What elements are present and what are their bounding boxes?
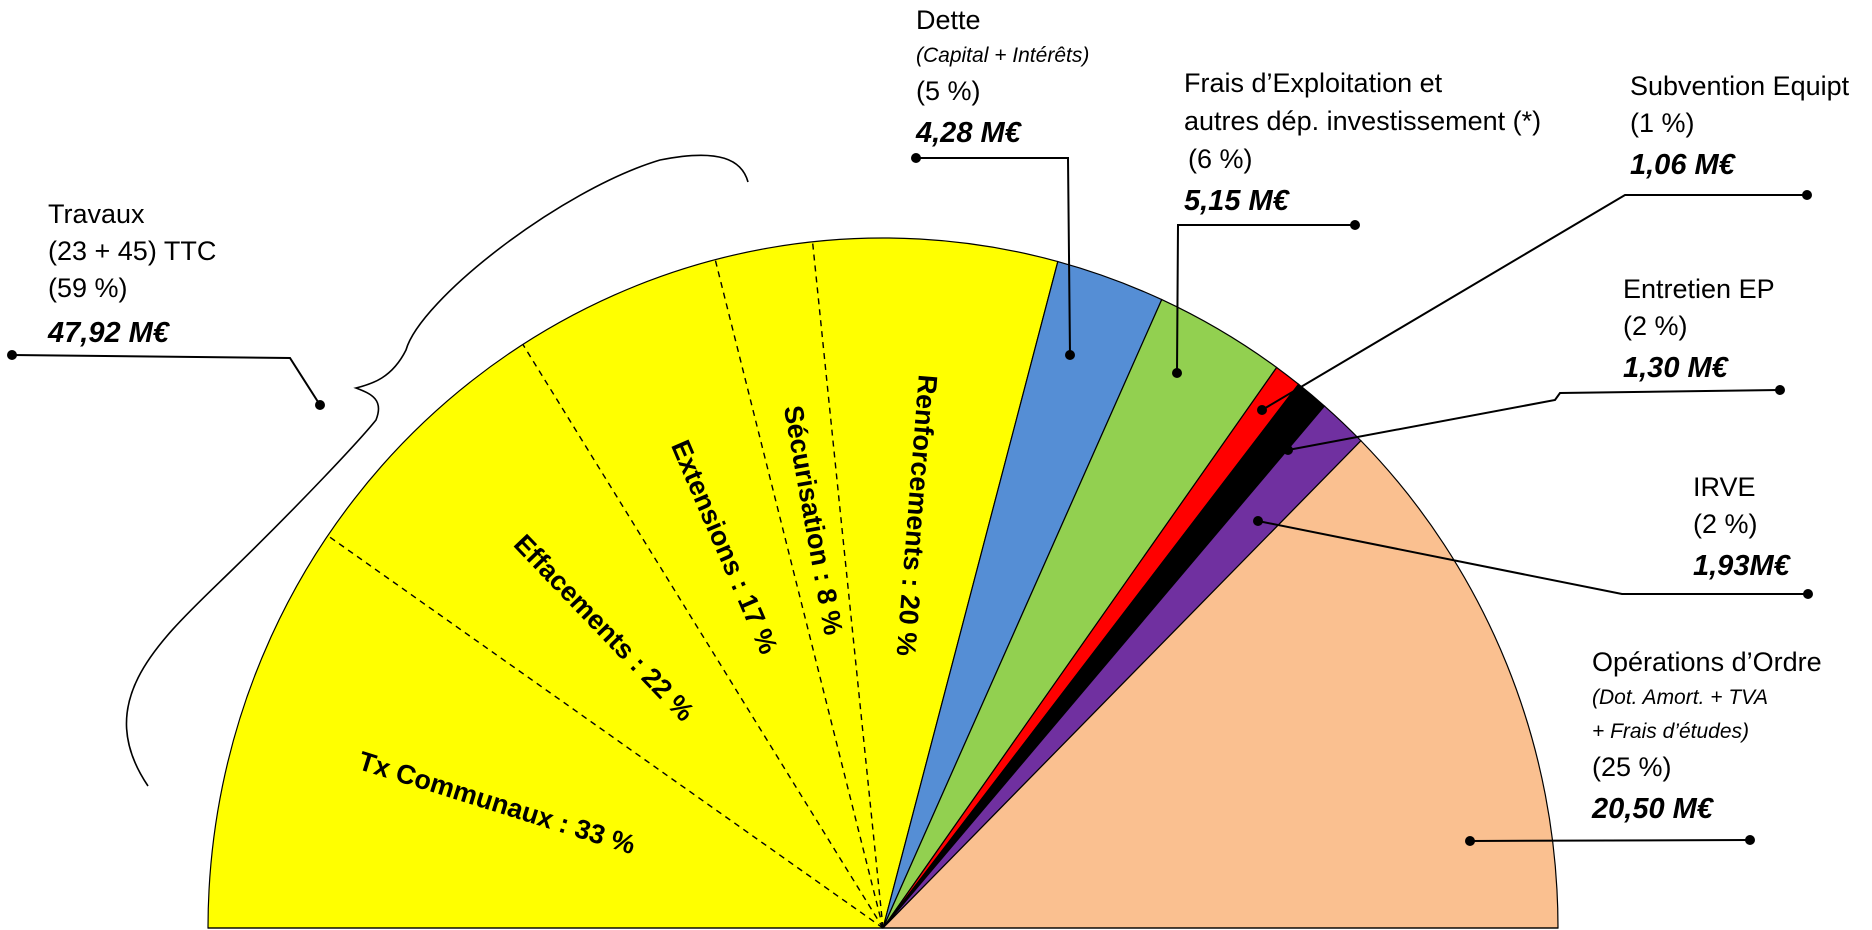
label-entretien: Entretien EP (2 %) 1,30 M€ <box>1623 274 1775 384</box>
dette-value: 4,28 M€ <box>915 117 1023 149</box>
slice-ordre <box>881 439 1559 929</box>
leader-dot-irve <box>1803 589 1813 599</box>
leader-dette <box>916 157 1071 356</box>
leader-dot-ordre <box>1745 835 1755 845</box>
subvention-line-1: Subvention Equipt <box>1630 71 1850 101</box>
leader-travaux <box>11 354 321 406</box>
leader-irve <box>1257 520 1808 595</box>
label-ordre: Opérations d’Ordre (Dot. Amort. + TVA + … <box>1591 647 1822 825</box>
dette-line-2: (5 %) <box>916 76 981 106</box>
leader-dot-subvention <box>1257 405 1267 415</box>
subvention-line-2: (1 %) <box>1630 108 1695 138</box>
entretien-value: 1,30 M€ <box>1623 352 1730 384</box>
leader-ordre <box>1469 839 1751 842</box>
sub-divider <box>811 241 884 929</box>
ordre-line-2: (25 %) <box>1592 752 1672 782</box>
sub-slice-dividers <box>327 241 884 929</box>
leader-dot-subvention <box>1802 190 1812 200</box>
frais-value: 5,15 M€ <box>1184 185 1291 217</box>
frais-line-1: Frais d’Exploitation et <box>1184 68 1443 98</box>
leader-dot-frais <box>1172 368 1182 378</box>
irve-line-2: (2 %) <box>1693 509 1758 539</box>
travaux-line-3: (59 %) <box>48 273 128 303</box>
leader-entretien <box>1287 389 1781 451</box>
travaux-line-1: Travaux <box>48 199 145 229</box>
dette-line-1: Dette <box>916 5 981 35</box>
label-irve: IRVE (2 %) 1,93M€ <box>1693 472 1792 582</box>
slices-group <box>207 237 1559 929</box>
leader-subvention <box>1261 194 1807 411</box>
irve-line-1: IRVE <box>1693 472 1756 502</box>
ordre-note-2: + Frais d’études) <box>1592 720 1749 743</box>
leader-dot-travaux <box>7 350 17 360</box>
sub-divider <box>522 344 884 929</box>
frais-line-3: (6 %) <box>1188 144 1253 174</box>
ordre-value: 20,50 M€ <box>1591 793 1715 825</box>
leader-dot-entretien <box>1283 445 1293 455</box>
leader-dot-frais <box>1350 220 1360 230</box>
leader-dot-irve <box>1253 516 1263 526</box>
travaux-line-2: (23 + 45) TTC <box>48 236 216 266</box>
ordre-note-1: (Dot. Amort. + TVA <box>1592 686 1768 709</box>
entretien-line-2: (2 %) <box>1623 311 1688 341</box>
travaux-brace <box>125 154 749 787</box>
leader-dot-dette <box>1065 350 1075 360</box>
subvention-value: 1,06 M€ <box>1630 149 1737 181</box>
leader-dot-entretien <box>1775 385 1785 395</box>
frais-line-2: autres dép. investissement (*) <box>1184 106 1541 136</box>
irve-value: 1,93M€ <box>1693 550 1792 582</box>
sub-divider <box>714 259 884 929</box>
dette-note: (Capital + Intérêts) <box>916 44 1089 67</box>
leader-frais <box>1176 224 1355 374</box>
label-frais: Frais d’Exploitation et autres dép. inve… <box>1184 68 1541 217</box>
entretien-line-1: Entretien EP <box>1623 274 1775 304</box>
travaux-value: 47,92 M€ <box>47 317 171 349</box>
leader-dot-dette <box>911 153 921 163</box>
slice-travaux <box>207 237 1059 929</box>
sub-divider <box>327 535 884 929</box>
leader-dot-ordre <box>1465 836 1475 846</box>
label-dette: Dette (Capital + Intérêts) (5 %) 4,28 M€ <box>915 5 1089 149</box>
leader-lines <box>7 153 1813 846</box>
leader-dot-travaux <box>315 400 325 410</box>
label-travaux: Travaux (23 + 45) TTC (59 %) 47,92 M€ <box>47 199 216 349</box>
label-subvention: Subvention Equipt (1 %) 1,06 M€ <box>1630 71 1850 181</box>
ordre-line-1: Opérations d’Ordre <box>1592 647 1822 677</box>
